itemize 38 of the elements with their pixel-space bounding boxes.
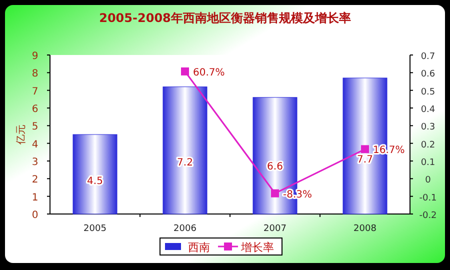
y2-tick-label: 0: [425, 176, 432, 186]
y-tick-label: 4: [32, 139, 38, 150]
y-tick-label: 2: [32, 174, 38, 186]
point: [271, 189, 279, 198]
data-label: 4.5: [87, 176, 103, 187]
point: [361, 145, 369, 154]
y-tick-label: 8: [32, 68, 38, 80]
data-label: 7.2: [177, 158, 193, 169]
data-label: 60.7%: [193, 67, 225, 78]
data-label: 6.6: [267, 162, 283, 173]
y2-tick-label: 0.5: [420, 87, 436, 98]
y2-tick-label: 0.4: [420, 105, 436, 115]
y-tick-label: 6: [32, 104, 38, 115]
y2-tick-label: 0.7: [420, 52, 436, 62]
y-tick-label: 5: [32, 122, 38, 133]
y-tick-label: 9: [32, 51, 38, 62]
point: [181, 67, 189, 76]
x-tick-label: 2007: [264, 224, 286, 234]
y2-tick-label: -0.1: [419, 193, 437, 204]
y-tick-label: 7: [32, 86, 38, 98]
chart-title: 2005-2008年西南地区衡器销售规模及增长率: [99, 11, 351, 25]
y-tick-label: 0: [32, 210, 38, 221]
x-tick-label: 2005: [84, 224, 106, 234]
y2-tick-label: 0.3: [420, 122, 436, 133]
bar: [162, 86, 208, 214]
x-tick-label: 2008: [354, 224, 377, 234]
x-tick-label: 2006: [174, 224, 197, 234]
y-tick-label: 3: [32, 157, 38, 168]
y2-tick-label: -0.2: [419, 211, 437, 221]
data-label: 7.7: [357, 154, 373, 166]
y2-tick-label: 0.2: [420, 140, 436, 150]
y2-tick-label: 0.1: [420, 158, 436, 168]
y2-tick-label: 0.6: [420, 70, 436, 80]
legend-label: 西南: [188, 241, 210, 254]
y-axis-title: 亿元: [16, 124, 27, 146]
y-tick-label: 1: [32, 192, 38, 204]
legend-label: 增长率: [240, 241, 274, 254]
bar: [72, 134, 118, 214]
